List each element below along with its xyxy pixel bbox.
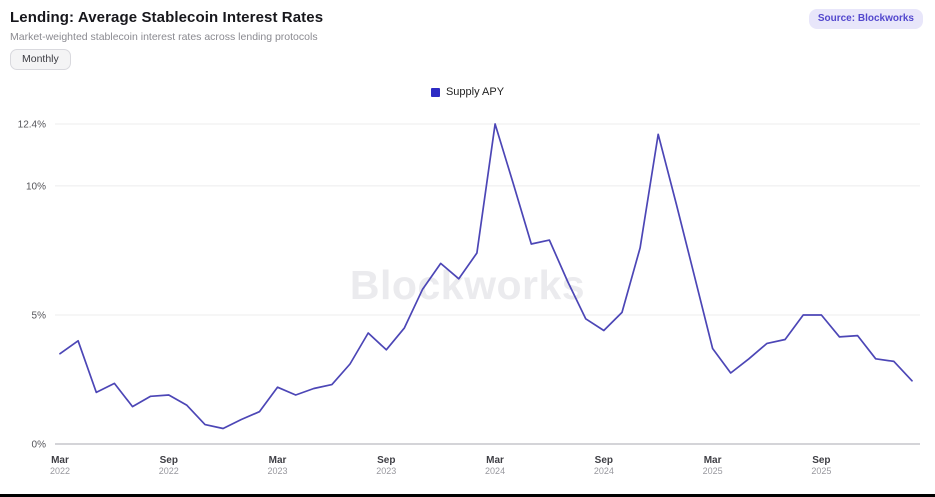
source-badge: Source: Blockworks xyxy=(808,9,923,29)
x-tick-year: 2025 xyxy=(811,466,831,476)
x-tick-month: Mar xyxy=(486,455,504,466)
x-tick-year: 2025 xyxy=(703,466,723,476)
page-title: Lending: Average Stablecoin Interest Rat… xyxy=(10,9,324,26)
frequency-toggle-button[interactable]: Monthly xyxy=(10,49,71,70)
x-tick-year: 2022 xyxy=(50,466,70,476)
y-tick-label: 10% xyxy=(26,181,46,192)
y-tick-label: 12.4% xyxy=(18,120,46,131)
chart-legend: Supply APY xyxy=(0,86,935,98)
x-tick-year: 2023 xyxy=(376,466,396,476)
x-tick-month: Mar xyxy=(269,455,287,466)
x-tick-month: Sep xyxy=(595,455,613,466)
x-tick-year: 2024 xyxy=(594,466,614,476)
x-tick-month: Sep xyxy=(377,455,395,466)
supply-apy-line xyxy=(59,123,913,430)
x-tick-month: Mar xyxy=(704,455,722,466)
legend-swatch-icon xyxy=(430,87,440,97)
x-tick-year: 2023 xyxy=(268,466,288,476)
x-tick-month: Mar xyxy=(51,455,69,466)
chart-svg: 0%5%10%12.4%Mar2022Sep2022Mar2023Sep2023… xyxy=(18,120,920,476)
page-subtitle: Market-weighted stablecoin interest rate… xyxy=(10,31,318,43)
watermark: Blockworks xyxy=(349,262,586,308)
x-tick-year: 2022 xyxy=(159,466,179,476)
x-tick-year: 2024 xyxy=(485,466,505,476)
y-tick-label: 5% xyxy=(32,310,47,321)
x-tick-month: Sep xyxy=(812,455,830,466)
legend-label: Supply APY xyxy=(445,86,505,98)
y-tick-label: 0% xyxy=(32,440,47,451)
x-tick-month: Sep xyxy=(160,455,178,466)
